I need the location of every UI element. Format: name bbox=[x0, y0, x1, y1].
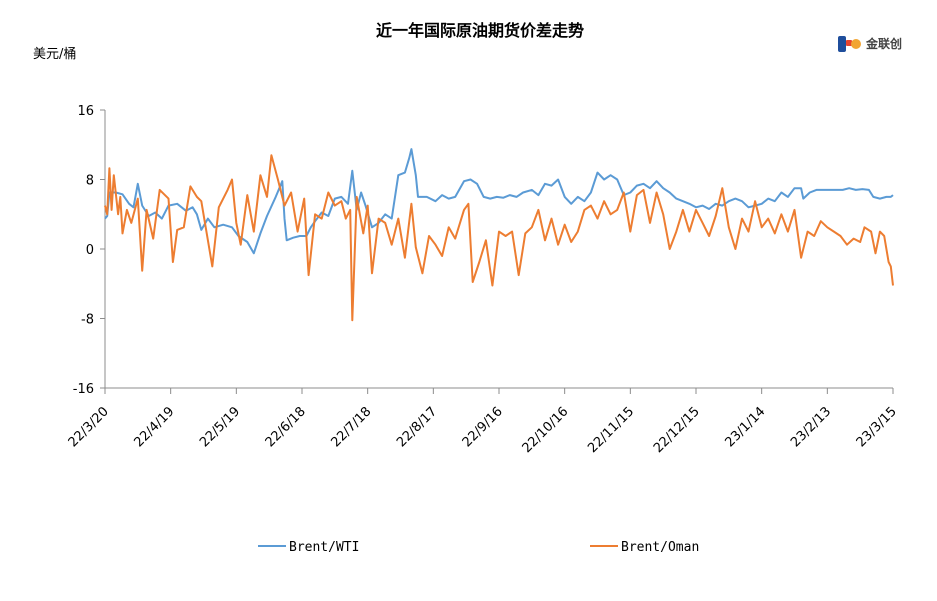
brand-logo: 金联创 bbox=[838, 36, 902, 52]
x-tick-label: 22/6/18 bbox=[263, 404, 309, 450]
chart-legend: Brent/WTI Brent/Oman bbox=[258, 540, 699, 555]
chart-title: 近一年国际原油期货价差走势 bbox=[376, 21, 584, 40]
x-tick-label: 23/3/15 bbox=[854, 404, 900, 450]
x-tick-label: 22/8/17 bbox=[394, 404, 440, 450]
x-tick-label: 22/7/18 bbox=[328, 404, 374, 450]
x-tick-label: 23/1/14 bbox=[722, 404, 768, 450]
x-tick-label: 22/12/15 bbox=[651, 404, 703, 456]
legend-label: Brent/WTI bbox=[289, 540, 359, 555]
x-tick-label: 23/2/13 bbox=[788, 404, 834, 450]
y-axis-unit: 美元/桶 bbox=[33, 47, 76, 62]
series-line-1 bbox=[104, 154, 894, 322]
x-tick-label: 22/3/20 bbox=[66, 404, 112, 450]
y-tick-label: 0 bbox=[86, 243, 94, 258]
legend-label: Brent/Oman bbox=[621, 540, 699, 555]
logo-text: 金联创 bbox=[865, 36, 902, 51]
x-tick-label: 22/10/16 bbox=[520, 404, 572, 456]
plot-axes: 16 8 0 -8 -16 22/3/20 22/4/19 22/5/19 22/6/18 22/… bbox=[66, 104, 900, 456]
series-layer bbox=[104, 148, 894, 322]
y-tick-label: 16 bbox=[77, 104, 94, 119]
y-tick-label: 8 bbox=[86, 174, 94, 189]
x-tick-label: 22/4/19 bbox=[131, 404, 177, 450]
y-tick-label: -8 bbox=[81, 313, 94, 328]
series-line-0 bbox=[104, 148, 894, 255]
x-tick-label: 22/9/16 bbox=[460, 404, 506, 450]
y-tick-label: -16 bbox=[73, 382, 94, 397]
x-tick-label: 22/11/15 bbox=[585, 404, 637, 456]
x-tick-label: 22/5/19 bbox=[197, 404, 243, 450]
logo-mark-icon bbox=[838, 36, 861, 52]
